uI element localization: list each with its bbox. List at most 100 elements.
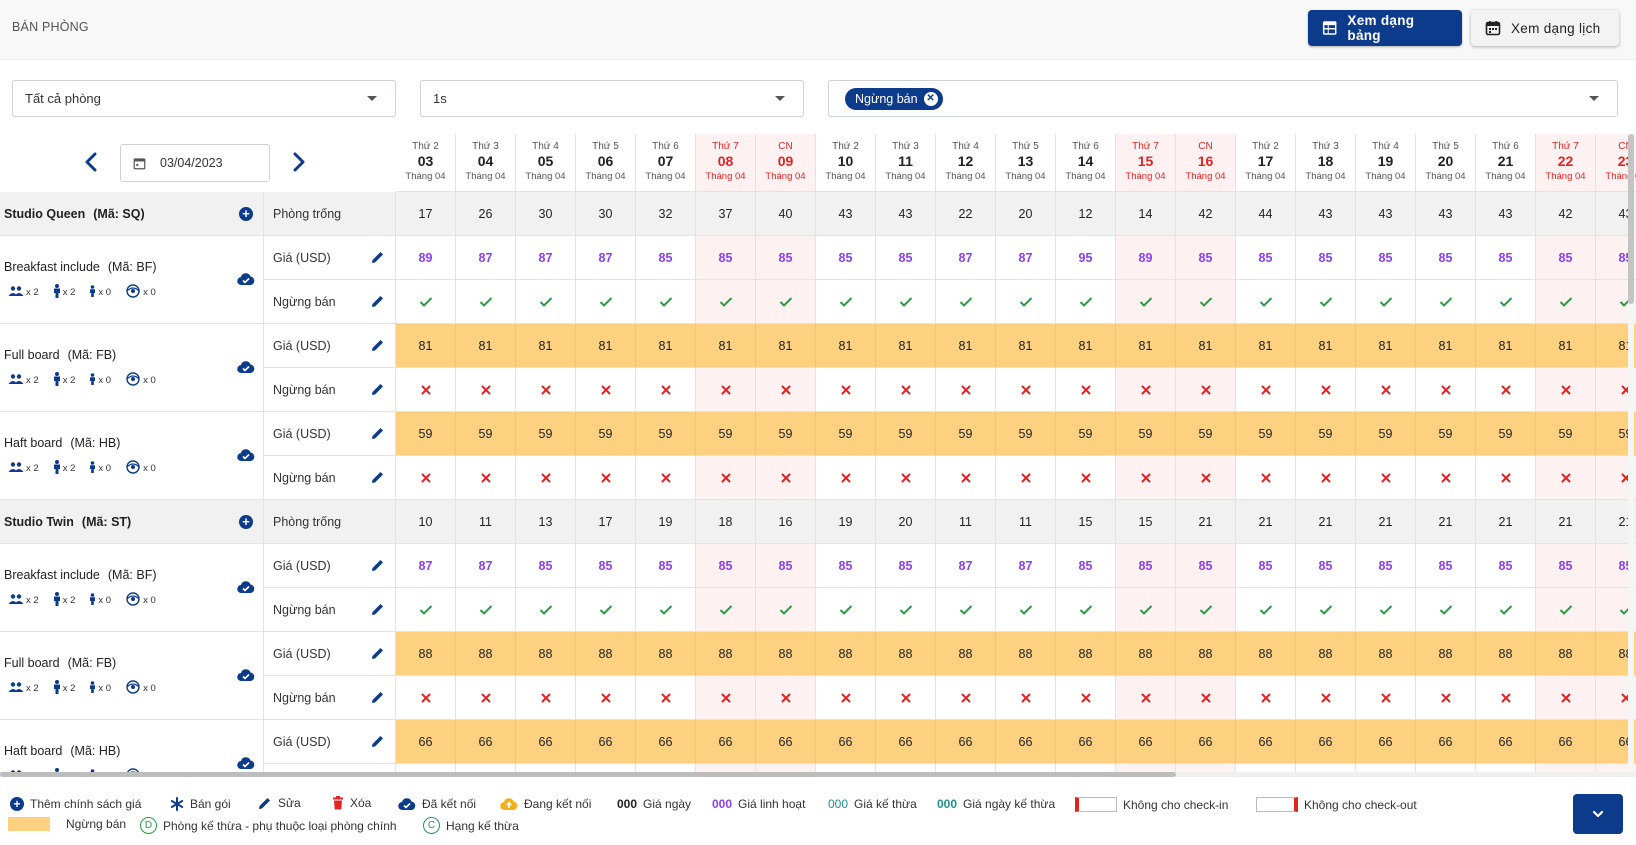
stop-sell-cell[interactable] (576, 368, 636, 412)
chevron-left-icon[interactable] (80, 150, 104, 174)
stop-sell-cell[interactable] (696, 588, 756, 632)
stop-sell-cell[interactable] (1296, 456, 1356, 500)
date-input[interactable]: 03/04/2023 (120, 144, 270, 182)
stop-sell-cell[interactable] (996, 588, 1056, 632)
price-cell[interactable]: 66 (396, 720, 456, 764)
price-cell[interactable]: 85 (1296, 236, 1356, 280)
price-cell[interactable]: 66 (456, 720, 516, 764)
stop-sell-cell[interactable] (516, 764, 576, 772)
price-cell[interactable]: 59 (756, 412, 816, 456)
stop-sell-cell[interactable] (456, 764, 516, 772)
price-cell[interactable]: 85 (636, 544, 696, 588)
price-cell[interactable]: 85 (1536, 544, 1596, 588)
price-cell[interactable]: 85 (756, 544, 816, 588)
stop-sell-cell[interactable] (1536, 368, 1596, 412)
stop-sell-cell[interactable] (816, 764, 876, 772)
price-cell[interactable]: 88 (1176, 632, 1236, 676)
price-cell[interactable]: 85 (636, 236, 696, 280)
stop-sell-cell[interactable] (876, 764, 936, 772)
cloud-check-icon[interactable] (237, 756, 255, 770)
price-cell[interactable]: 66 (516, 720, 576, 764)
price-cell[interactable]: 88 (396, 632, 456, 676)
price-cell[interactable]: 59 (996, 412, 1056, 456)
price-cell[interactable]: 81 (876, 324, 936, 368)
stop-sell-cell[interactable] (576, 676, 636, 720)
price-cell[interactable]: 59 (936, 412, 996, 456)
stop-sell-cell[interactable] (936, 280, 996, 324)
price-cell[interactable]: 88 (1416, 632, 1476, 676)
price-cell[interactable]: 85 (1356, 236, 1416, 280)
stop-sell-cell[interactable] (1176, 764, 1236, 772)
stop-sell-cell[interactable] (1476, 280, 1536, 324)
price-cell[interactable]: 66 (1416, 720, 1476, 764)
price-cell[interactable]: 88 (636, 632, 696, 676)
stop-sell-cell[interactable] (876, 676, 936, 720)
stop-sell-cell[interactable] (1116, 588, 1176, 632)
price-cell[interactable]: 66 (876, 720, 936, 764)
stop-sell-cell[interactable] (636, 368, 696, 412)
price-cell[interactable]: 87 (576, 236, 636, 280)
stop-sell-cell[interactable] (1236, 280, 1296, 324)
stop-sell-cell[interactable] (996, 368, 1056, 412)
legend-toggle-button[interactable] (1573, 794, 1623, 834)
price-cell[interactable]: 85 (1356, 544, 1416, 588)
price-cell[interactable]: 88 (876, 632, 936, 676)
stop-sell-cell[interactable] (936, 676, 996, 720)
price-cell[interactable]: 87 (396, 544, 456, 588)
price-cell[interactable]: 88 (456, 632, 516, 676)
price-cell[interactable]: 59 (1056, 412, 1116, 456)
pencil-icon[interactable] (371, 646, 385, 660)
price-cell[interactable]: 81 (576, 324, 636, 368)
price-cell[interactable]: 81 (936, 324, 996, 368)
horizontal-scrollbar[interactable] (0, 772, 1636, 777)
pencil-icon[interactable] (371, 734, 385, 748)
price-cell[interactable]: 87 (456, 236, 516, 280)
price-cell[interactable]: 81 (516, 324, 576, 368)
scrollbar-thumb[interactable] (0, 772, 1176, 777)
price-cell[interactable]: 66 (1056, 720, 1116, 764)
price-cell[interactable]: 85 (876, 544, 936, 588)
price-cell[interactable]: 59 (1236, 412, 1296, 456)
stop-sell-cell[interactable] (1476, 456, 1536, 500)
price-cell[interactable]: 88 (1356, 632, 1416, 676)
price-cell[interactable]: 88 (1056, 632, 1116, 676)
price-cell[interactable]: 81 (456, 324, 516, 368)
stop-sell-cell[interactable] (1296, 764, 1356, 772)
stop-sell-cell[interactable] (1116, 764, 1176, 772)
price-cell[interactable]: 88 (576, 632, 636, 676)
price-cell[interactable]: 59 (696, 412, 756, 456)
stop-sell-cell[interactable] (516, 676, 576, 720)
stop-sell-cell[interactable] (1236, 588, 1296, 632)
stop-sell-cell[interactable] (1176, 676, 1236, 720)
price-cell[interactable]: 81 (1356, 324, 1416, 368)
cloud-check-icon[interactable] (237, 360, 255, 374)
stop-sell-cell[interactable] (456, 456, 516, 500)
stop-sell-cell[interactable] (936, 456, 996, 500)
stop-sell-cell[interactable] (936, 764, 996, 772)
price-cell[interactable]: 85 (1056, 544, 1116, 588)
price-cell[interactable]: 85 (1236, 236, 1296, 280)
price-cell[interactable]: 89 (1116, 236, 1176, 280)
price-cell[interactable]: 81 (396, 324, 456, 368)
price-cell[interactable]: 85 (1176, 236, 1236, 280)
pencil-icon[interactable] (371, 690, 385, 704)
stop-sell-cell[interactable] (1236, 676, 1296, 720)
stop-sell-cell[interactable] (396, 456, 456, 500)
stop-sell-cell[interactable] (396, 676, 456, 720)
stop-sell-cell[interactable] (396, 764, 456, 772)
stop-sell-cell[interactable] (1416, 764, 1476, 772)
stop-sell-cell[interactable] (1176, 456, 1236, 500)
stop-sell-cell[interactable] (756, 764, 816, 772)
pencil-icon[interactable] (371, 294, 385, 308)
stop-sell-cell[interactable] (636, 456, 696, 500)
price-cell[interactable]: 85 (1416, 236, 1476, 280)
price-cell[interactable]: 81 (696, 324, 756, 368)
stop-sell-cell[interactable] (1236, 368, 1296, 412)
status-filter-select[interactable]: Ngừng bán ✕ (828, 80, 1618, 117)
close-icon[interactable]: ✕ (923, 91, 938, 106)
stop-sell-cell[interactable] (816, 676, 876, 720)
price-cell[interactable]: 87 (996, 544, 1056, 588)
stop-sell-cell[interactable] (576, 280, 636, 324)
duration-filter-select[interactable]: 1s (420, 80, 804, 117)
stop-sell-cell[interactable] (816, 588, 876, 632)
